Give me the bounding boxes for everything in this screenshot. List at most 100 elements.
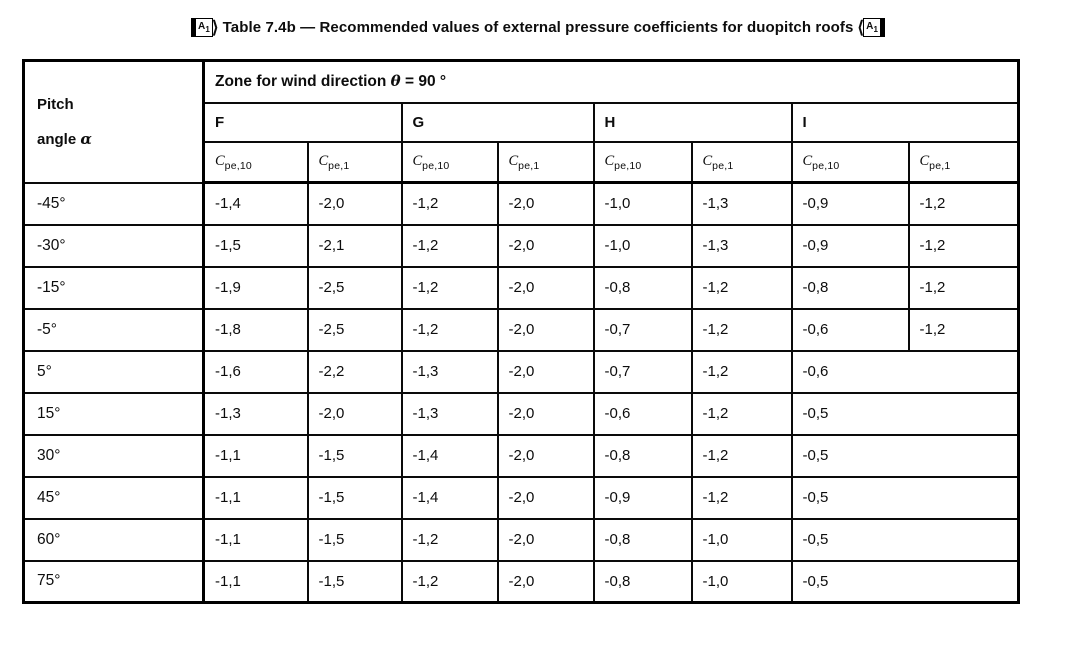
value-cell: -0,8 <box>592 517 693 562</box>
table-row: -5° -1,8 -2,5 -1,2 -2,0 -0,7 -1,2 -0,6 -… <box>22 307 1020 352</box>
pitch-angle-cell: 45° <box>22 475 205 520</box>
cpe1-header: Cpe,1 <box>496 140 595 184</box>
table-caption-text: Table 7.4b — Recommended values of exter… <box>222 19 854 36</box>
amendment-number: 1 <box>873 25 879 34</box>
table-row: 30° -1,1 -1,5 -1,4 -2,0 -0,8 -1,2 -0,5 <box>22 433 1020 478</box>
value-cell: -1,3 <box>400 391 499 436</box>
cpe1-header: Cpe,1 <box>306 140 403 184</box>
value-cell: -0,6 <box>790 307 910 352</box>
value-cell: -2,1 <box>306 223 403 268</box>
value-cell-merged: -0,5 <box>790 433 1020 478</box>
value-cell-merged: -0,5 <box>790 559 1020 604</box>
value-cell: -0,6 <box>592 391 693 436</box>
value-cell: -1,3 <box>202 391 309 436</box>
value-cell: -2,0 <box>496 181 595 226</box>
value-cell: -1,4 <box>400 433 499 478</box>
value-cell: -1,2 <box>400 517 499 562</box>
value-cell: -1,2 <box>907 181 1020 226</box>
zone-f-header: F <box>202 101 403 143</box>
cpe1-header: Cpe,1 <box>690 140 793 184</box>
zone-direction-header: Zone for wind direction θ = 90 ° <box>202 59 1020 104</box>
pitch-angle-cell: 75° <box>22 559 205 604</box>
value-cell: -2,0 <box>496 517 595 562</box>
value-cell: -0,8 <box>592 559 693 604</box>
table-row: 75° -1,1 -1,5 -1,2 -2,0 -0,8 -1,0 -0,5 <box>22 559 1020 604</box>
value-cell: -1,2 <box>907 223 1020 268</box>
value-cell: -2,2 <box>306 349 403 394</box>
value-cell: -1,0 <box>690 517 793 562</box>
value-cell: -1,5 <box>306 559 403 604</box>
value-cell-merged: -0,5 <box>790 391 1020 436</box>
value-cell-merged: -0,5 <box>790 475 1020 520</box>
table-container: Pitch angle α Zone for wind direction θ … <box>0 59 1076 604</box>
value-cell: -1,9 <box>202 265 309 310</box>
value-cell: -2,0 <box>496 391 595 436</box>
value-cell: -1,1 <box>202 559 309 604</box>
header-row-letters: F G H I <box>24 101 1020 143</box>
value-cell: -2,5 <box>306 307 403 352</box>
pressure-coefficients-table: Pitch angle α Zone for wind direction θ … <box>22 59 1021 604</box>
value-cell: -1,5 <box>306 475 403 520</box>
value-cell: -1,2 <box>690 433 793 478</box>
value-cell: -1,8 <box>202 307 309 352</box>
value-cell: -1,0 <box>690 559 793 604</box>
table-row: 15° -1,3 -2,0 -1,3 -2,0 -0,6 -1,2 -0,5 <box>22 391 1020 436</box>
pitch-angle-cell: -15° <box>22 265 205 310</box>
value-cell: -1,2 <box>400 265 499 310</box>
value-cell: -1,2 <box>690 391 793 436</box>
table-row: 45° -1,1 -1,5 -1,4 -2,0 -0,9 -1,2 -0,5 <box>22 475 1020 520</box>
value-cell: -2,0 <box>306 181 403 226</box>
value-cell: -1,5 <box>306 517 403 562</box>
value-cell: -1,4 <box>202 181 309 226</box>
value-cell: -1,3 <box>690 223 793 268</box>
theta-symbol: θ <box>390 72 401 91</box>
cpe10-header: Cpe,10 <box>400 140 499 184</box>
value-cell: -2,0 <box>496 265 595 310</box>
value-cell: -2,0 <box>496 349 595 394</box>
value-cell: -1,1 <box>202 433 309 478</box>
value-cell: -0,9 <box>790 223 910 268</box>
pitch-angle-cell: -30° <box>22 223 205 268</box>
table-row: 60° -1,1 -1,5 -1,2 -2,0 -0,8 -1,0 -0,5 <box>22 517 1020 562</box>
table-row: -45° -1,4 -2,0 -1,2 -2,0 -1,0 -1,3 -0,9 … <box>22 181 1020 226</box>
table-title: A1 Table 7.4b — Recommended values of ex… <box>0 18 1076 37</box>
value-cell: -1,2 <box>690 475 793 520</box>
value-cell: -1,2 <box>907 307 1020 352</box>
cpe10-header: Cpe,10 <box>202 140 309 184</box>
value-cell: -1,0 <box>592 181 693 226</box>
amendment-letter: A <box>197 21 206 32</box>
header-row-zone: Pitch angle α Zone for wind direction θ … <box>22 59 1020 184</box>
pitch-label-line1: Pitch <box>37 95 74 113</box>
value-cell-merged: -0,6 <box>790 349 1020 394</box>
pitch-angle-header: Pitch angle α <box>22 59 205 184</box>
value-cell: -2,0 <box>496 223 595 268</box>
pitch-angle-cell: 60° <box>22 517 205 562</box>
pitch-angle-cell: 5° <box>22 349 205 394</box>
amendment-end-icon: A1 <box>857 18 886 37</box>
alpha-symbol: α <box>80 129 92 148</box>
cpe10-header: Cpe,10 <box>790 140 910 184</box>
value-cell: -2,0 <box>496 307 595 352</box>
table-row: -15° -1,9 -2,5 -1,2 -2,0 -0,8 -1,2 -0,8 … <box>22 265 1020 310</box>
value-cell: -1,0 <box>592 223 693 268</box>
value-cell: -1,5 <box>306 433 403 478</box>
value-cell: -2,0 <box>496 475 595 520</box>
pitch-angle-cell: 30° <box>22 433 205 478</box>
value-cell: -1,2 <box>690 349 793 394</box>
pitch-angle-cell: -5° <box>22 307 205 352</box>
value-cell: -1,3 <box>400 349 499 394</box>
value-cell: -0,8 <box>592 433 693 478</box>
value-cell: -1,6 <box>202 349 309 394</box>
pitch-angle-cell: -45° <box>22 181 205 226</box>
value-cell: -2,0 <box>496 559 595 604</box>
value-cell: -0,8 <box>592 265 693 310</box>
cpe10-header: Cpe,10 <box>592 140 693 184</box>
value-cell: -2,5 <box>306 265 403 310</box>
value-cell: -1,5 <box>202 223 309 268</box>
value-cell: -0,9 <box>592 475 693 520</box>
value-cell: -1,2 <box>400 307 499 352</box>
value-cell-merged: -0,5 <box>790 517 1020 562</box>
value-cell: -1,1 <box>202 475 309 520</box>
value-cell: -0,9 <box>790 181 910 226</box>
